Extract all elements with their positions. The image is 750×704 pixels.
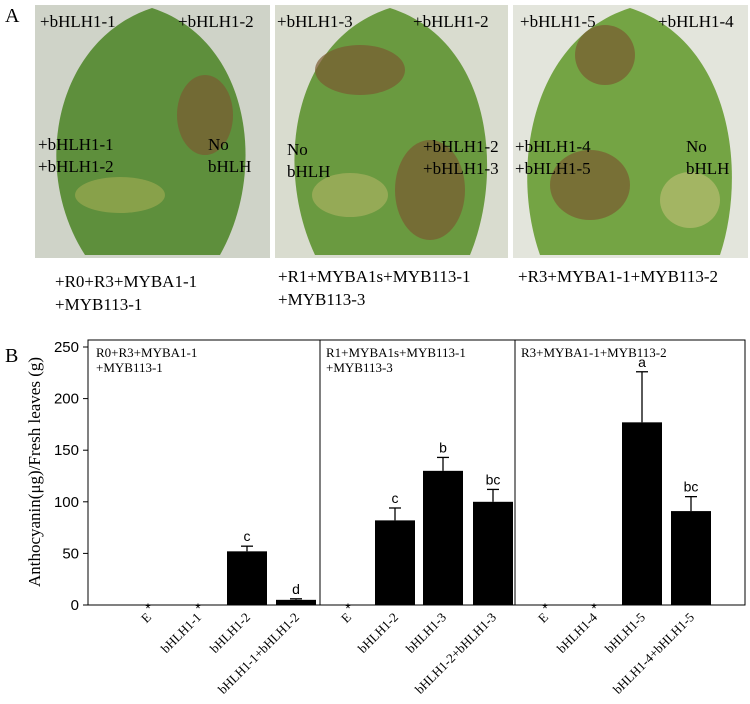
bar: [473, 501, 513, 605]
spot: [75, 177, 165, 213]
photo-label: bHLH: [686, 159, 729, 178]
panel-label: A: [5, 5, 20, 27]
significance-label: *: [345, 600, 351, 616]
significance-label: *: [195, 600, 201, 616]
group-title: R3+MYBA1-1+MYB113-2: [521, 345, 667, 360]
photo-label: +bHLH1-3: [277, 12, 353, 31]
photo-label: +bHLH1-5: [515, 159, 591, 178]
spot: [575, 25, 635, 85]
photo-label: +bHLH1-3: [423, 159, 499, 178]
spot: [395, 140, 465, 240]
group-title: +MYB113-3: [326, 360, 393, 375]
photo-label: +bHLH1-1: [38, 135, 114, 154]
spot: [312, 173, 388, 217]
photo-label: bHLH: [208, 157, 251, 176]
x-tick-label: bHLH1-1+bHLH1-2: [215, 610, 302, 697]
photo-label: No: [208, 135, 229, 154]
significance-label: *: [542, 600, 548, 616]
photo-label: +bHLH1-4: [515, 137, 591, 156]
y-tick-label: 100: [54, 494, 79, 511]
caption: +R1+MYBA1s+MYB113-1: [278, 267, 471, 286]
x-tick-label: bHLH1-2: [355, 610, 401, 656]
plot-frame: [87, 339, 746, 606]
caption: +R0+R3+MYBA1-1: [55, 272, 197, 291]
y-axis-title: Anthocyanin(μg)/Fresh leaves (g): [25, 357, 44, 587]
significance-label: bc: [486, 471, 501, 487]
x-tick-label: bHLH1-5: [602, 610, 648, 656]
photo-label: No: [686, 137, 707, 156]
caption: +MYB113-3: [278, 290, 365, 309]
significance-label: a: [638, 354, 646, 370]
photo-label: bHLH: [287, 162, 330, 181]
photo-label: No: [287, 140, 308, 159]
photo-label: +bHLH1-5: [520, 12, 596, 31]
x-tick-label: bHLH1-4+bHLH1-5: [610, 610, 697, 697]
photo-label: +bHLH1-4: [658, 12, 734, 31]
significance-label: c: [392, 490, 399, 506]
x-tick-label: bHLH1-3: [403, 610, 449, 656]
group-title: +MYB113-1: [96, 360, 163, 375]
x-tick-label: bHLH1-1: [158, 610, 204, 656]
bar: [622, 422, 662, 605]
significance-label: *: [591, 600, 597, 616]
group-title: R0+R3+MYBA1-1: [96, 345, 197, 360]
significance-label: d: [292, 581, 300, 597]
bar: [375, 520, 415, 605]
significance-label: c: [244, 528, 251, 544]
photo-label: +bHLH1-2: [38, 157, 114, 176]
x-tick-label: bHLH1-2: [207, 610, 253, 656]
photo-label: +bHLH1-2: [178, 12, 254, 31]
photo-label: +bHLH1-1: [40, 12, 116, 31]
caption: +MYB113-1: [55, 295, 142, 314]
bar: [276, 599, 316, 605]
y-tick-label: 200: [54, 391, 79, 408]
spot: [550, 150, 630, 220]
photo-label: +bHLH1-2: [423, 137, 499, 156]
bar: [423, 470, 463, 605]
photos: [35, 5, 748, 258]
spot: [315, 45, 405, 95]
y-tick-label: 50: [62, 545, 79, 562]
significance-label: bc: [684, 479, 699, 495]
significance-label: b: [439, 439, 447, 455]
significance-label: *: [145, 600, 151, 616]
y-tick-label: 250: [54, 339, 79, 356]
bar: [671, 511, 711, 605]
bar: [227, 551, 267, 605]
y-tick-label: 0: [71, 597, 79, 614]
x-tick-label: bHLH1-4: [554, 609, 601, 656]
spot: [660, 172, 720, 228]
panel-label: B: [5, 345, 18, 367]
group-title: R1+MYBA1s+MYB113-1: [326, 345, 466, 360]
spot: [177, 75, 233, 155]
photo-label: +bHLH1-2: [413, 12, 489, 31]
y-tick-label: 150: [54, 442, 79, 459]
caption: +R3+MYBA1-1+MYB113-2: [518, 267, 718, 286]
